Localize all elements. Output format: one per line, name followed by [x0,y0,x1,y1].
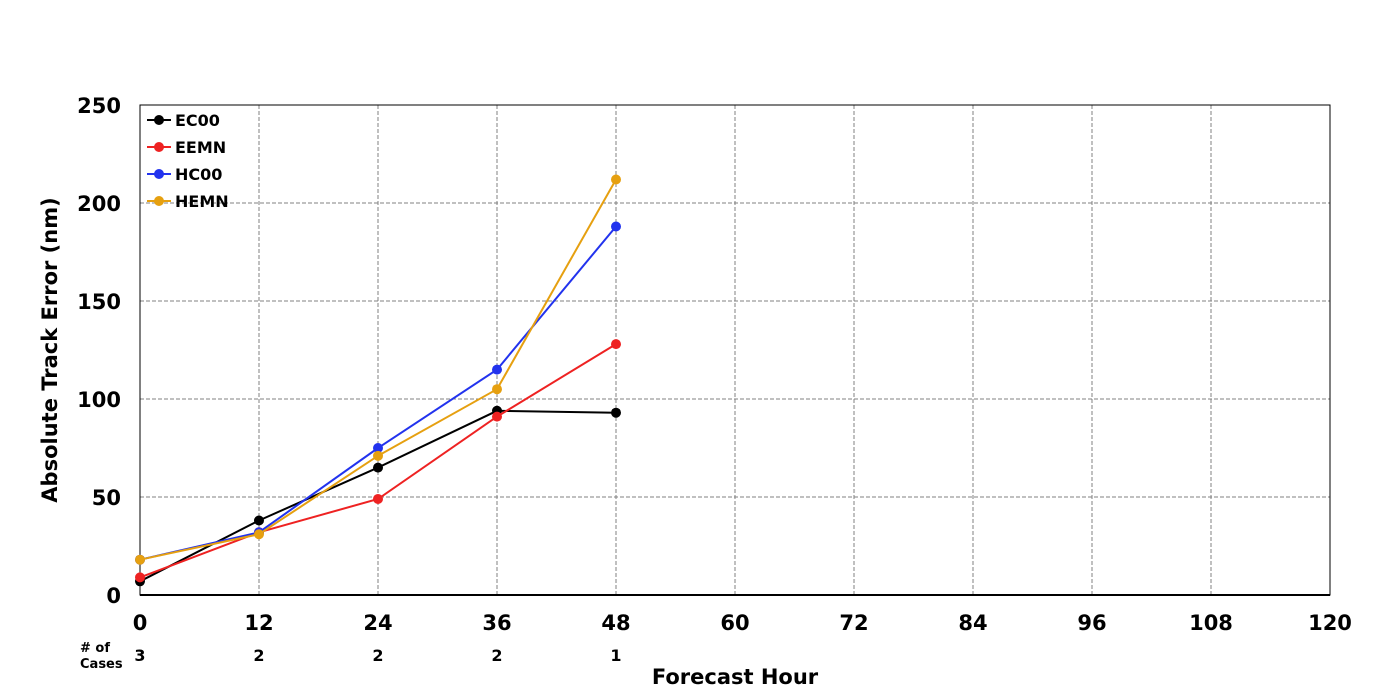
legend: EC00 EEMN HC00 HEMN [147,111,229,211]
cases-value: 2 [372,646,383,665]
series-hemn [135,174,621,565]
x-tick-label: 108 [1189,611,1233,635]
y-tick-label: 100 [77,388,121,412]
y-tick-label: 150 [77,290,121,314]
y-tick-label: 200 [77,192,121,216]
legend-marker [154,115,164,125]
data-point-hc00 [611,221,621,232]
cases-label-line2: Cases [80,657,123,672]
data-point-eemn [611,339,621,350]
x-tick-label: 24 [363,611,392,635]
data-point-ec00 [254,515,264,526]
cases-value: 1 [610,646,621,665]
x-tick-label: 48 [601,611,630,635]
data-point-ec00 [373,462,383,473]
data-point-hemn [254,529,264,540]
x-tick-label: 60 [720,611,749,635]
data-point-hemn [611,174,621,185]
y-tick-label: 50 [92,486,121,510]
legend-marker [154,196,164,206]
x-tick-label: 84 [958,611,987,635]
cases-row: # of Cases 3 2 2 2 1 [80,641,622,672]
legend-label: HC00 [175,165,222,184]
tick-layer: 0 12 24 36 48 60 72 84 96 108 120 0 50 100 150 200 250 [77,94,1352,635]
data-point-eemn [492,411,502,422]
data-point-hemn [373,450,383,461]
legend-label: EC00 [175,111,220,130]
cases-value: 3 [134,646,145,665]
legend-label: HEMN [175,192,229,211]
legend-marker [154,142,164,152]
data-point-hc00 [492,364,502,375]
grid-layer [140,105,1330,595]
data-point-hc00 [373,443,383,453]
x-tick-label: 0 [133,611,148,635]
y-tick-label: 250 [77,94,121,118]
legend-item-ec00: EC00 [147,111,220,130]
data-point-eemn [135,572,145,583]
x-tick-label: 36 [482,611,511,635]
data-point-eemn [373,493,383,504]
legend-item-eemn: EEMN [147,138,226,157]
legend-marker [154,169,164,179]
cases-value: 2 [491,646,502,665]
x-tick-label: 12 [244,611,273,635]
data-point-ec00 [611,407,621,418]
x-tick-label: 72 [839,611,868,635]
cases-label-line1: # of [80,641,110,656]
x-tick-label: 96 [1077,611,1106,635]
legend-item-hemn: HEMN [147,192,229,211]
series-layer [135,174,621,587]
legend-label: EEMN [175,138,226,157]
y-tick-label: 0 [106,584,121,608]
data-point-hemn [492,384,502,395]
x-tick-label: 120 [1308,611,1352,635]
x-axis-title: Forecast Hour [652,665,819,689]
legend-item-hc00: HC00 [147,165,222,184]
cases-value: 2 [253,646,264,665]
data-point-hemn [135,554,145,565]
y-axis-title: Absolute Track Error (nm) [38,197,62,502]
